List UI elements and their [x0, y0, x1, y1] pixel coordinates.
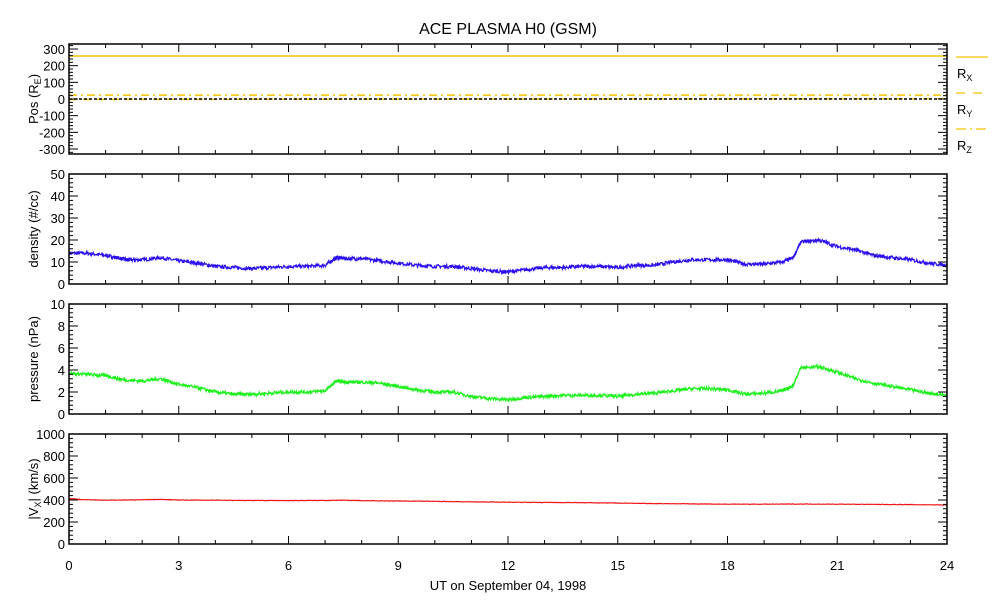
y-tick-label: 40: [51, 189, 65, 204]
y-tick-label: 1000: [36, 427, 65, 442]
legend-label: RX: [957, 66, 972, 83]
x-tick-label: 0: [65, 558, 72, 573]
x-tick-label: 6: [285, 558, 292, 573]
y-tick-label: 50: [51, 167, 65, 182]
y-axis-label: |VX| (km/s): [26, 458, 43, 519]
y-tick-label: 200: [43, 59, 65, 74]
y-tick-label: 2: [58, 385, 65, 400]
y-tick-label: 8: [58, 319, 65, 334]
y-tick-label: 400: [43, 493, 65, 508]
y-tick-label: -300: [39, 142, 65, 157]
panel-1: 0 10 20 30 40 50 density (#/cc): [26, 167, 948, 292]
y-axis-label-text: density (#/cc): [26, 190, 41, 267]
legend-label: RZ: [957, 138, 972, 155]
series-line-density: [68, 237, 948, 276]
y-tick-label: 20: [51, 233, 65, 248]
y-tick-label: 4: [58, 363, 65, 378]
y-tick-label: 30: [51, 211, 65, 226]
y-axis-label-text: | (km/s): [26, 458, 41, 501]
y-axis-label-text: pressure (nPa): [26, 316, 41, 402]
y-axis-label-text: Pos (R: [26, 84, 41, 124]
series-line-pressure: [68, 363, 948, 403]
y-tick-label: 200: [43, 515, 65, 530]
x-tick-label: 21: [830, 558, 844, 573]
y-tick-label: -200: [39, 125, 65, 140]
y-axis-label-text: ): [26, 74, 41, 78]
legend-label: RY: [957, 102, 972, 119]
y-tick-label: 6: [58, 341, 65, 356]
y-axis-label: Pos (RE): [26, 74, 43, 124]
y-axis-label-subscript: X: [33, 502, 43, 508]
panel-2: 0 2 4 6 8 10 pressure (nPa): [26, 297, 948, 422]
y-axis-label: density (#/cc): [26, 190, 41, 267]
panel-frame: [68, 433, 948, 545]
x-tick-label: 18: [720, 558, 734, 573]
y-tick-label: -100: [39, 109, 65, 124]
y-tick-label: 600: [43, 471, 65, 486]
y-tick-label: 0: [58, 537, 65, 552]
y-axis-label-subscript: E: [33, 78, 43, 84]
y-tick-label: 10: [51, 297, 65, 312]
legend-label-subscript: Z: [966, 145, 972, 155]
panel-frame: [68, 173, 948, 285]
legend-label-subscript: X: [966, 73, 972, 83]
legend-label-text: R: [957, 138, 966, 153]
y-axis-label-text: |V: [26, 507, 41, 519]
x-axis-label: UT on September 04, 1998: [430, 578, 587, 593]
y-tick-label: 10: [51, 255, 65, 270]
x-tick-label: 12: [501, 558, 515, 573]
legend-label-text: R: [957, 102, 966, 117]
y-axis-label: pressure (nPa): [26, 316, 41, 402]
x-tick-label: 9: [395, 558, 402, 573]
y-tick-label: 100: [43, 75, 65, 90]
y-tick-label: 0: [58, 277, 65, 292]
y-tick-label: 300: [43, 42, 65, 57]
series-line-vx: [69, 497, 948, 506]
x-tick-label: 15: [611, 558, 625, 573]
chart-title: ACE PLASMA H0 (GSM): [419, 21, 597, 38]
panel-frame: [68, 303, 948, 415]
x-tick-label: 24: [940, 558, 954, 573]
panel-3: 0 200 400 600 800 1000 |VX| (km/s): [26, 427, 948, 552]
y-tick-label: 0: [58, 92, 65, 107]
x-tick-label: 3: [175, 558, 182, 573]
y-tick-label: 0: [58, 407, 65, 422]
legend-label-subscript: Y: [966, 109, 972, 119]
legend-label-text: R: [957, 66, 966, 81]
y-tick-label: 800: [43, 449, 65, 464]
